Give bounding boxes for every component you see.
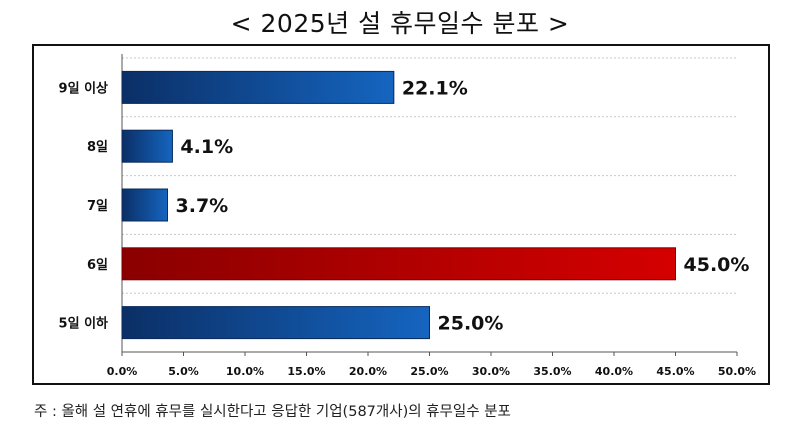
x-tick-label: 35.0% <box>533 365 571 378</box>
x-tick-label: 20.0% <box>349 365 387 378</box>
bar <box>121 129 173 163</box>
x-tick-label: 5.0% <box>168 365 199 378</box>
x-tick-label: 30.0% <box>472 365 510 378</box>
x-tick-label: 40.0% <box>595 365 633 378</box>
bar <box>121 247 676 281</box>
footnote: 주 : 올해 설 연휴에 휴무를 실시한다고 응답한 기업(587개사)의 휴무… <box>34 404 511 420</box>
x-tick-label: 25.0% <box>410 365 448 378</box>
x-tick-label: 45.0% <box>656 365 694 378</box>
category-label: 6일 <box>87 258 108 273</box>
x-tick-label: 0.0% <box>107 365 138 378</box>
bar <box>121 188 169 222</box>
category-label: 7일 <box>87 199 108 214</box>
data-label: 4.1% <box>180 136 233 158</box>
x-tick-label: 15.0% <box>287 365 325 378</box>
category-label: 8일 <box>87 140 108 155</box>
x-tick-label: 50.0% <box>718 365 756 378</box>
x-tick-label: 10.0% <box>226 365 264 378</box>
chart-title: < 2025년 설 휴무일수 분포 > <box>230 9 570 38</box>
data-label: 3.7% <box>176 195 229 217</box>
data-label: 22.1% <box>402 77 468 99</box>
category-label: 9일 이상 <box>59 80 108 96</box>
bar <box>121 70 395 104</box>
bar <box>121 306 430 340</box>
data-label: 25.0% <box>438 313 504 335</box>
data-label: 45.0% <box>684 254 750 276</box>
category-label: 5일 이하 <box>59 316 108 332</box>
